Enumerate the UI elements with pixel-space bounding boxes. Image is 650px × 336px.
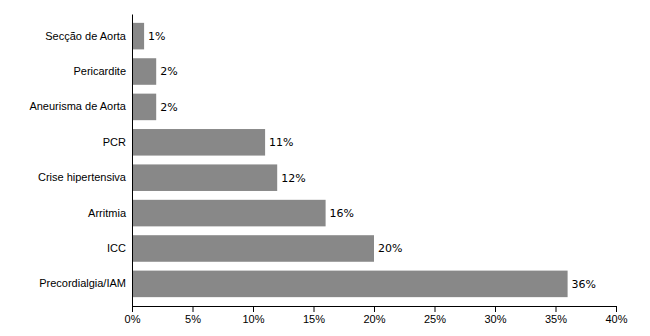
x-axis: 0% 5% 10% 15% 20% 25% 30% 35% 40% [125,306,628,325]
tick-label: ICC [107,242,126,254]
data-label: 11% [269,136,293,149]
axis-line [132,15,133,307]
tick-mark [132,306,133,312]
bar [132,129,265,156]
tick-label: PCR [103,136,126,148]
tick-label: Secção de Aorta [45,30,127,42]
y-axis: Precordialgia/IAM ICC Arritmia Crise hipert… [29,15,132,307]
tick: Pericardite [73,65,132,77]
tick: 25% [424,306,446,325]
bar [132,94,156,121]
tick: 30% [484,306,506,325]
bar [132,200,326,227]
tick: 20% [363,306,385,325]
bar [132,164,277,191]
tick: 5% [185,306,201,325]
tick: 10% [242,306,264,325]
tick-label: 40% [605,313,627,325]
tick-mark [253,306,254,312]
tick-mark [193,306,194,312]
data-label: 16% [330,207,354,220]
axis-line [133,307,617,313]
tick-mark [435,306,436,312]
tick-label: Aneurisma de Aorta [29,100,126,112]
bars [132,23,568,297]
tick-mark [495,306,496,312]
tick-label: 5% [185,313,201,325]
tick-label: Precordialgia/IAM [39,277,126,289]
tick: Arritmia [88,207,132,219]
chart: 0% 5% 10% 15% 20% 25% 30% 35% 40% Precordialgia/I… [0,0,650,336]
bar [132,271,568,298]
tick-label: 30% [484,313,506,325]
tick: Aneurisma de Aorta [29,100,132,112]
tick-label: Arritmia [88,207,127,219]
tick-mark [314,306,315,312]
tick-label: 20% [363,313,385,325]
tick-mark [556,306,557,312]
tick-label: 15% [303,313,325,325]
tick-label: Crise hipertensiva [38,171,127,183]
bar [132,58,156,85]
data-label: 36% [572,278,596,291]
data-label: 2% [160,65,177,78]
tick: Precordialgia/IAM [39,277,132,289]
bar [132,23,144,50]
tick: PCR [103,136,132,148]
bar [132,235,374,262]
data-label: 1% [148,30,165,43]
tick-label: 10% [242,313,264,325]
tick: 0% [125,306,141,325]
tick-label: Pericardite [73,65,126,77]
tick-mark [616,306,617,312]
tick: 35% [545,306,567,325]
tick: Secção de Aorta [45,30,132,42]
plot: 0% 5% 10% 15% 20% 25% 30% 35% 40% Precordialgia/I… [29,15,627,325]
tick: ICC [107,242,132,254]
data-label: 2% [160,101,177,114]
tick: 40% [605,306,627,325]
tick-label: 35% [545,313,567,325]
data-labels: 36% 20% 16% 12% 11% 2% 2% 1% [148,30,596,291]
tick-label: 0% [125,313,141,325]
tick-mark [374,306,375,312]
tick-label: 25% [424,313,446,325]
data-label: 12% [281,172,305,185]
tick: 15% [303,306,325,325]
data-label: 20% [378,242,402,255]
tick: Crise hipertensiva [38,171,132,183]
